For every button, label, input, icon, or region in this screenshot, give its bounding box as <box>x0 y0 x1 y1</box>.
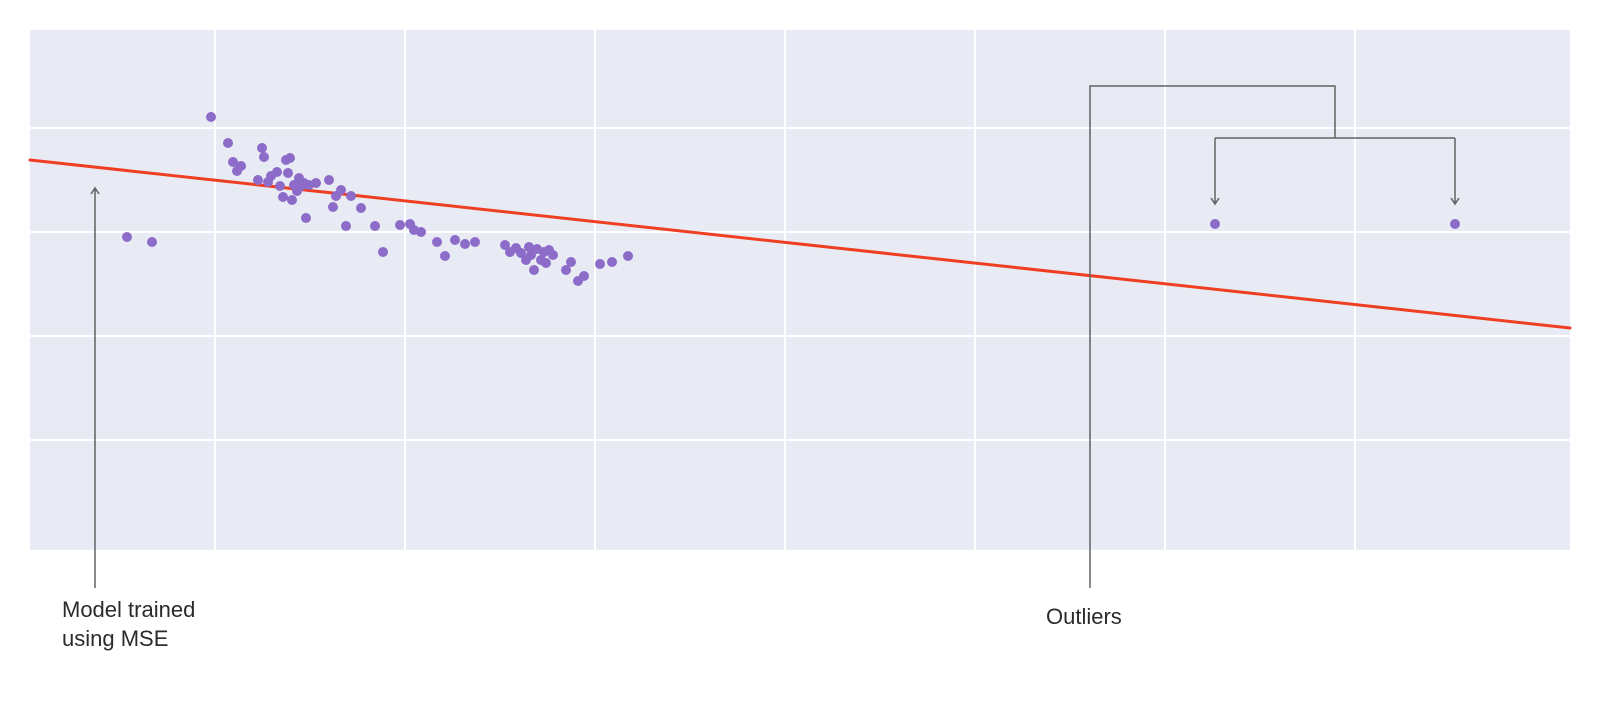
scatter-point <box>253 175 263 185</box>
scatter-point <box>432 237 442 247</box>
scatter-point <box>287 195 297 205</box>
scatter-point <box>561 265 571 275</box>
scatter-point <box>259 152 269 162</box>
scatter-point <box>228 157 238 167</box>
scatter-point <box>278 192 288 202</box>
scatter-point <box>416 227 426 237</box>
scatter-point <box>275 181 285 191</box>
outliers-stem-line <box>1089 85 1336 588</box>
scatter-point <box>566 257 576 267</box>
regression-line <box>28 158 1572 330</box>
scatter-point <box>395 220 405 230</box>
scatter-point <box>285 153 295 163</box>
scatter-point <box>524 242 534 252</box>
scatter-point <box>336 185 346 195</box>
scatter-point <box>623 251 633 261</box>
scatter-point <box>378 247 388 257</box>
scatter-point <box>440 251 450 261</box>
scatter-point <box>470 237 480 247</box>
scatter-point <box>370 221 380 231</box>
scatter-point <box>341 221 351 231</box>
scatter-point <box>301 213 311 223</box>
scatter-point <box>257 143 267 153</box>
scatter-point <box>529 265 539 275</box>
scatter-point <box>122 232 132 242</box>
scatter-point <box>283 168 293 178</box>
scatter-point <box>548 250 558 260</box>
scatter-point <box>223 138 233 148</box>
mse-annotation-label: Model trained using MSE <box>62 597 196 652</box>
outlier-point <box>1210 219 1220 229</box>
outliers-annotation-label: Outliers <box>1046 604 1122 629</box>
scatter-point <box>595 259 605 269</box>
scatter-point <box>147 237 157 247</box>
scatter-point <box>346 191 356 201</box>
scatter-point <box>516 248 526 258</box>
scatter-point <box>236 161 246 171</box>
scatter-point <box>541 258 551 268</box>
scatter-point <box>500 240 510 250</box>
scatter-point <box>607 257 617 267</box>
scatter-point <box>272 167 282 177</box>
outlier-point <box>1450 219 1460 229</box>
scatter-point <box>206 112 216 122</box>
scatter-point <box>460 239 470 249</box>
scatter-point <box>450 235 460 245</box>
scatter-point <box>356 203 366 213</box>
scatter-point <box>579 271 589 281</box>
scatter-point <box>324 175 334 185</box>
scatter-point <box>311 178 321 188</box>
scatter-point <box>328 202 338 212</box>
